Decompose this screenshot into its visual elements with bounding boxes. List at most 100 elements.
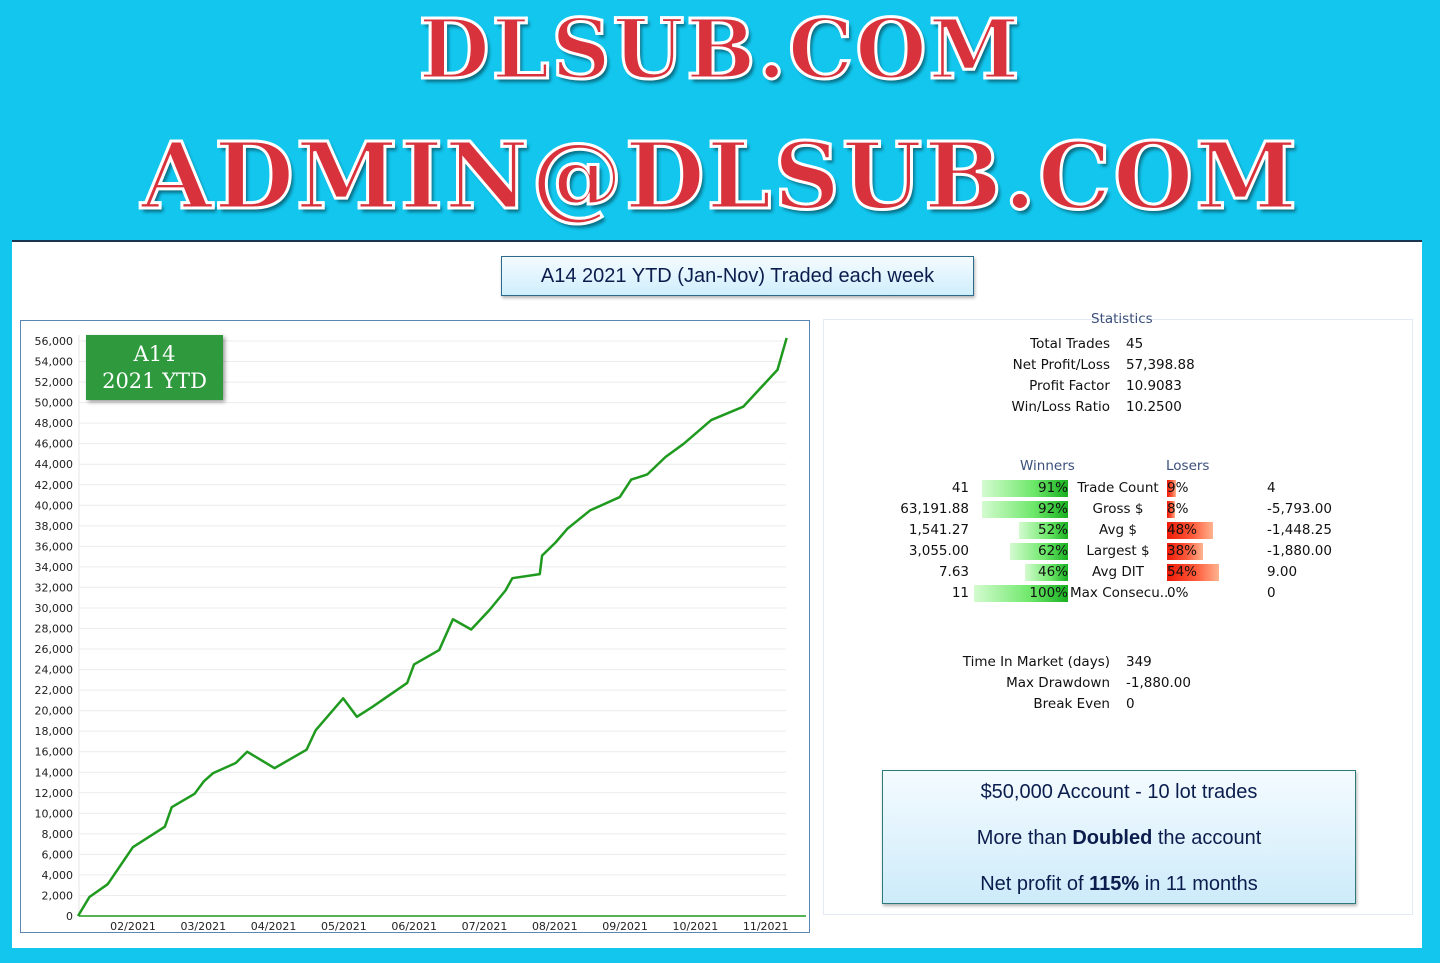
stat-value: 349 <box>1126 654 1152 670</box>
loser-percent-bar <box>1167 479 1176 497</box>
loser-percent: 8% <box>1167 501 1189 517</box>
y-tick-label: 18,000 <box>35 725 74 738</box>
stat-value: 10.2500 <box>1126 399 1182 415</box>
statistics-heading: Statistics <box>1091 311 1153 327</box>
metric-label: Trade Count <box>1077 480 1159 496</box>
loser-percent-bar <box>1167 542 1204 560</box>
loser-value: -1,448.25 <box>1267 522 1332 538</box>
equity-chart-svg: 0 2,000 4,000 6,000 8,000 10,000 12,000 14,000 1… <box>35 335 806 933</box>
loser-value: -1,880.00 <box>1267 543 1332 559</box>
loser-percent-bar <box>1167 521 1214 539</box>
stat-value: -1,880.00 <box>1126 675 1191 691</box>
y-tick-label: 14,000 <box>35 766 74 779</box>
x-tick-label: 06/2021 <box>391 920 437 933</box>
loser-value: -5,793.00 <box>1267 501 1332 517</box>
note-text: the account <box>1152 827 1262 849</box>
winners-header: Winners <box>1020 458 1075 474</box>
metric-label: Max Consecu... <box>1070 585 1173 601</box>
report-title: A14 2021 YTD (Jan-Nov) Traded each week <box>501 256 974 296</box>
losers-header: Losers <box>1166 458 1210 474</box>
y-tick-label: 56,000 <box>35 335 74 348</box>
loser-percent-bar <box>1167 500 1175 518</box>
y-tick-label: 4,000 <box>42 869 74 882</box>
stat-label: Time In Market (days) <box>962 654 1110 670</box>
y-tick-label: 8,000 <box>42 828 74 841</box>
x-tick-label: 05/2021 <box>321 920 367 933</box>
stat-label: Max Drawdown <box>1006 675 1110 691</box>
winner-percent-bar <box>1009 542 1068 560</box>
x-tick-label: 02/2021 <box>110 920 156 933</box>
note-text: Net profit of <box>980 873 1090 895</box>
winner-percent: 91% <box>1037 480 1068 496</box>
x-tick-label: 07/2021 <box>462 920 508 933</box>
y-tick-label: 52,000 <box>35 376 74 389</box>
note-bold: 115% <box>1089 873 1140 895</box>
metric-label: Gross $ <box>1092 501 1144 517</box>
winner-percent-bar <box>1019 521 1068 539</box>
loser-percent-bar <box>1167 563 1219 581</box>
badge-line1: A14 <box>133 342 176 366</box>
equity-line <box>76 337 788 917</box>
winner-value: 63,191.88 <box>900 501 969 517</box>
stat-label: Total Trades <box>1030 336 1110 352</box>
winner-value: 41 <box>951 480 969 496</box>
metric-label: Avg $ <box>1099 522 1137 538</box>
note-line2: More than Doubled the account <box>883 817 1355 863</box>
y-tick-label: 20,000 <box>35 705 74 718</box>
equity-chart: 0 2,000 4,000 6,000 8,000 10,000 12,000 14,000 1… <box>20 320 810 933</box>
stat-value: 10.9083 <box>1126 378 1182 394</box>
y-tick-label: 54,000 <box>35 356 74 369</box>
y-tick-label: 46,000 <box>35 438 74 451</box>
x-tick-label: 10/2021 <box>673 920 719 933</box>
stat-label: Net Profit/Loss <box>1012 357 1110 373</box>
winner-percent-bar <box>981 500 1068 518</box>
y-tick-label: 2,000 <box>42 889 74 902</box>
y-tick-label: 12,000 <box>35 787 74 800</box>
stat-value: 45 <box>1126 336 1144 352</box>
winner-percent: 52% <box>1037 522 1068 538</box>
y-tick-label: 0 <box>66 910 73 923</box>
y-tick-label: 16,000 <box>35 746 74 759</box>
metric-label: Avg DIT <box>1092 564 1144 580</box>
stat-value: 0 <box>1126 696 1135 712</box>
x-tick-label: 08/2021 <box>532 920 578 933</box>
winner-value: 11 <box>951 585 969 601</box>
winner-percent: 46% <box>1037 564 1068 580</box>
y-tick-label: 34,000 <box>35 561 74 574</box>
loser-percent: 9% <box>1167 480 1189 496</box>
loser-percent: 54% <box>1167 564 1198 580</box>
y-tick-label: 44,000 <box>35 458 74 471</box>
y-tick-label: 10,000 <box>35 807 74 820</box>
loser-value: 0 <box>1267 585 1276 601</box>
y-tick-label: 24,000 <box>35 664 74 677</box>
y-tick-label: 30,000 <box>35 602 74 615</box>
loser-percent: 0% <box>1167 585 1189 601</box>
y-tick-label: 28,000 <box>35 623 74 636</box>
winner-value: 1,541.27 <box>908 522 969 538</box>
strategy-badge: A14 2021 YTD <box>86 335 223 400</box>
y-tick-label: 40,000 <box>35 499 74 512</box>
note-line1: $50,000 Account - 10 lot trades <box>980 781 1258 803</box>
logo-watermark-line1: DLSUB.COM <box>417 1 1022 100</box>
y-tick-label: 50,000 <box>35 397 74 410</box>
winner-percent-bar <box>982 479 1068 497</box>
y-tick-label: 36,000 <box>35 540 74 553</box>
winner-percent-bar <box>1024 563 1068 581</box>
note-text: in 11 months <box>1139 873 1258 895</box>
y-tick-label: 6,000 <box>42 848 74 861</box>
winner-percent: 62% <box>1037 543 1068 559</box>
metric-label: Largest $ <box>1086 543 1150 559</box>
x-tick-label: 04/2021 <box>251 920 297 933</box>
winner-value: 7.63 <box>938 564 969 580</box>
stat-label: Break Even <box>1033 696 1110 712</box>
y-tick-label: 48,000 <box>35 417 74 430</box>
x-tick-label: 03/2021 <box>180 920 226 933</box>
winner-value: 3,055.00 <box>908 543 969 559</box>
stat-value: 57,398.88 <box>1126 357 1195 373</box>
loser-percent: 48% <box>1167 522 1198 538</box>
note-text: More than <box>976 827 1073 849</box>
loser-percent: 38% <box>1167 543 1198 559</box>
summary-note: $50,000 Account - 10 lot trades More tha… <box>882 770 1356 904</box>
loser-value: 9.00 <box>1267 564 1298 580</box>
logo-watermark-line2: ADMIN@DLSUB.COM <box>139 121 1300 232</box>
